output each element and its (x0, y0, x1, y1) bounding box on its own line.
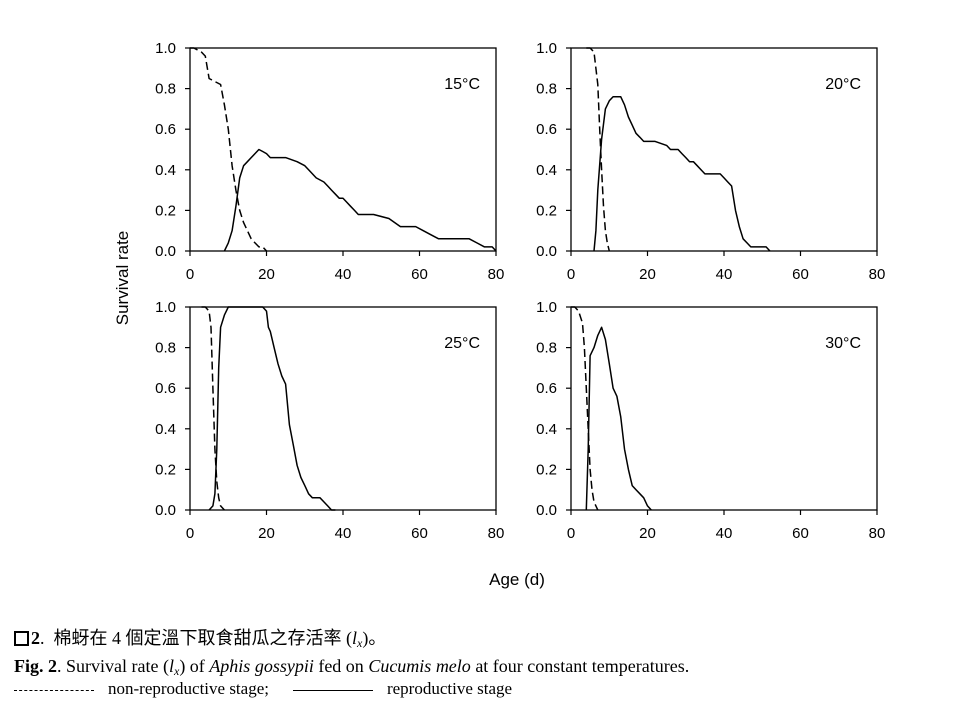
x-tick-label: 60 (411, 525, 428, 542)
panel-temperature-label: 25°C (444, 335, 480, 352)
y-tick-label: 0.6 (536, 121, 557, 138)
panel-30c: 0 20 40 60 80 0.0 0.2 0.4 0.6 0.8 1.0 30°C (536, 299, 885, 542)
series-line-reproductive (208, 306, 336, 511)
series-line-nonreproductive (571, 306, 599, 511)
panel-temperature-label: 20°C (825, 76, 861, 93)
caption-species: Aphis gossypii (209, 656, 314, 676)
legend-nonreproductive-label: non-reproductive stage; (108, 679, 269, 698)
caption-en-label: Fig. 2 (14, 656, 57, 676)
x-tick-label: 40 (716, 525, 733, 542)
y-tick-label: 0.4 (536, 162, 557, 179)
x-tick-label: 0 (186, 266, 194, 283)
series-line-nonreproductive (586, 47, 611, 252)
y-tick-label: 0.4 (536, 421, 557, 438)
panel-temperature-label: 15°C (444, 76, 480, 93)
caption-chinese: 2. 棉蚜在 4 個定溫下取食甜瓜之存活率 (lx)。 (14, 624, 386, 651)
y-tick-label: 0.6 (536, 380, 557, 397)
x-tick-label: 20 (258, 525, 275, 542)
x-tick-label: 60 (792, 525, 809, 542)
y-tick-label: 1.0 (155, 40, 176, 57)
y-tick-label: 0.8 (536, 340, 557, 357)
y-tick-label: 0.0 (155, 502, 176, 519)
y-tick-label: 0.0 (536, 502, 557, 519)
x-tick-label: 20 (258, 266, 275, 283)
y-tick-label: 0.4 (155, 162, 176, 179)
y-tick-label: 0.4 (155, 421, 176, 438)
x-tick-label: 60 (411, 266, 428, 283)
series-line-reproductive (585, 326, 652, 511)
caption-english: Fig. 2. Survival rate (lx) of Aphis goss… (14, 656, 690, 678)
series-line-reproductive (223, 148, 497, 252)
x-tick-label: 0 (567, 266, 575, 283)
y-tick-label: 1.0 (536, 299, 557, 316)
caption-legend: non-reproductive stage; reproductive stag… (14, 679, 512, 699)
series-line-nonreproductive (190, 47, 268, 252)
x-tick-label: 60 (792, 266, 809, 283)
panel-temperature-label: 30°C (825, 335, 861, 352)
x-tick-label: 20 (639, 266, 656, 283)
series-line-reproductive (593, 95, 771, 252)
y-tick-label: 0.8 (536, 81, 557, 98)
x-tick-label: 40 (335, 525, 352, 542)
x-tick-label: 80 (869, 266, 886, 283)
y-tick-label: 0.2 (536, 461, 557, 478)
legend-solid-line (292, 689, 373, 691)
y-tick-label: 0.2 (155, 202, 176, 219)
x-tick-label: 0 (567, 525, 575, 542)
y-tick-label: 0.6 (155, 121, 176, 138)
y-tick-label: 0.2 (155, 461, 176, 478)
caption-zh-label: 2 (31, 628, 40, 648)
panel-20c: 0 20 40 60 80 0.0 0.2 0.4 0.6 0.8 1.0 20°C (536, 40, 885, 283)
y-tick-label: 0.0 (536, 243, 557, 260)
legend-dashed-line (14, 689, 94, 691)
x-tick-label: 20 (639, 525, 656, 542)
x-axis-title: Age (d) (489, 570, 545, 589)
y-tick-label: 0.6 (155, 380, 176, 397)
survival-figure: Survival rate Age (d) 0 20 40 60 80 0.0 0.2 0.4… (113, 40, 885, 589)
y-tick-label: 1.0 (155, 299, 176, 316)
legend-reproductive-label: reproductive stage (386, 679, 513, 698)
caption-host: Cucumis melo (368, 656, 471, 676)
x-tick-label: 40 (335, 266, 352, 283)
y-tick-label: 0.0 (155, 243, 176, 260)
x-tick-label: 80 (488, 525, 505, 542)
figure-mark-icon (14, 631, 29, 646)
x-tick-label: 40 (716, 266, 733, 283)
y-axis-title: Survival rate (113, 231, 132, 325)
y-tick-label: 0.2 (536, 202, 557, 219)
panel-15c: 0 20 40 60 80 0.0 0.2 0.4 0.6 0.8 1.0 15°C (155, 40, 504, 283)
y-tick-label: 0.8 (155, 340, 176, 357)
x-tick-label: 80 (869, 525, 886, 542)
caption-zh-text: 棉蚜在 4 個定溫下取食甜瓜之存活率 (53, 628, 342, 648)
x-tick-label: 80 (488, 266, 505, 283)
x-tick-label: 0 (186, 525, 194, 542)
y-tick-label: 0.8 (155, 81, 176, 98)
panel-25c: 0 20 40 60 80 0.0 0.2 0.4 0.6 0.8 1.0 25°C (155, 299, 504, 542)
y-tick-label: 1.0 (536, 40, 557, 57)
series-line-nonreproductive (201, 306, 225, 511)
